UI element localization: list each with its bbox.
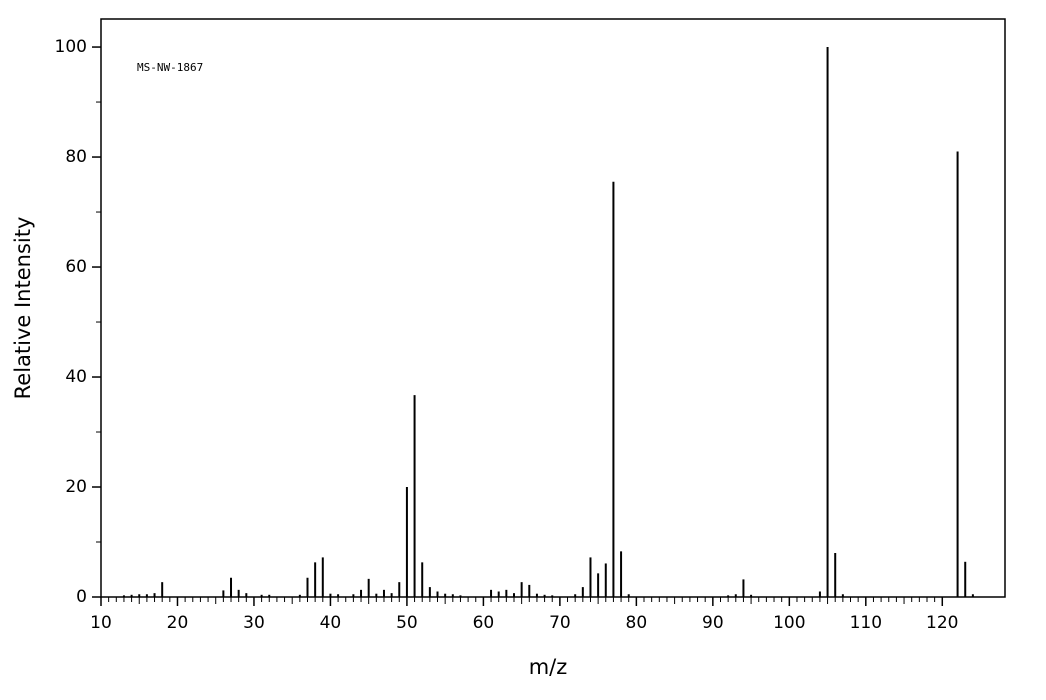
x-tick-label: 30 — [243, 613, 265, 633]
x-axis-label: m/z — [529, 655, 568, 679]
x-tick-label: 80 — [626, 613, 648, 633]
x-tick-label: 110 — [850, 613, 882, 633]
x-tick-label: 20 — [167, 613, 189, 633]
y-tick-label: 60 — [65, 257, 87, 277]
x-tick-label: 70 — [549, 613, 571, 633]
x-tick-label: 60 — [473, 613, 495, 633]
y-tick-label: 20 — [65, 477, 87, 497]
plot-frame — [100, 18, 1006, 598]
x-tick-label: 40 — [320, 613, 342, 633]
annotation: MS-NW-1867 — [137, 61, 203, 74]
y-tick-label: 80 — [65, 147, 87, 167]
x-tick-label: 120 — [926, 613, 958, 633]
x-tick-label: 50 — [396, 613, 418, 633]
y-tick-label: 40 — [65, 367, 87, 387]
y-tick-label: 100 — [55, 37, 87, 57]
y-tick-label: 0 — [76, 587, 87, 607]
x-tick-label: 100 — [773, 613, 805, 633]
x-tick-label: 10 — [90, 613, 112, 633]
y-axis-label: Relative Intensity — [11, 217, 35, 400]
x-tick-label: 90 — [702, 613, 724, 633]
